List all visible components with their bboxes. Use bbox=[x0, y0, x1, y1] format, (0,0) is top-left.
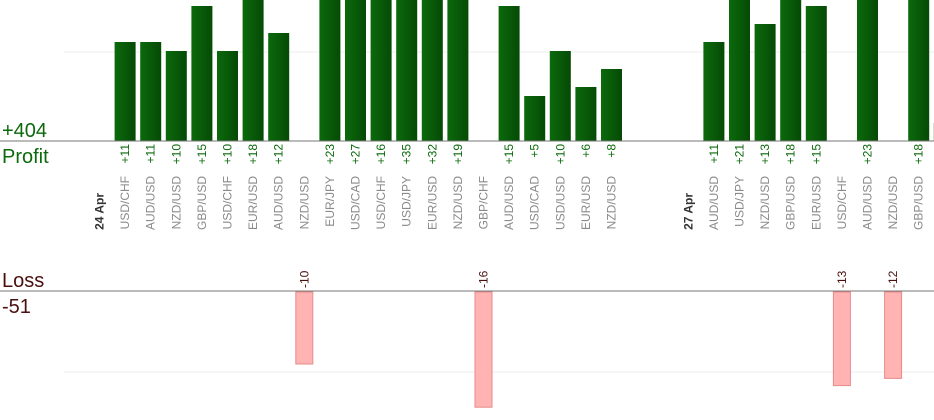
loss-bars bbox=[295, 291, 903, 408]
profit-bar bbox=[524, 96, 546, 141]
bar-value-label: +21 bbox=[733, 144, 747, 165]
bar-value-label: +10 bbox=[553, 144, 567, 165]
pair-label: NZD/USD bbox=[605, 176, 619, 230]
pair-label: USD/USD bbox=[553, 176, 567, 230]
profit-total: +404 bbox=[2, 120, 47, 142]
profit-bar bbox=[421, 0, 443, 141]
pair-label: AUD/USD bbox=[861, 176, 875, 230]
bar-value-label: +11 bbox=[118, 144, 132, 164]
pair-label: EUR/USD bbox=[246, 176, 260, 230]
bar-value-label: +12 bbox=[272, 144, 286, 165]
pair-label: NZD/USD bbox=[886, 176, 900, 230]
profit-bar bbox=[217, 51, 238, 141]
profit-bar bbox=[805, 6, 827, 141]
pair-label: USD/CHF bbox=[374, 176, 388, 229]
pair-label: AUD/USD bbox=[272, 176, 286, 230]
bar-value-label: +18 bbox=[784, 144, 798, 165]
bar-value-label: +18 bbox=[246, 144, 260, 165]
bar-value-label: +11 bbox=[707, 144, 721, 164]
date-label: 27 Apr bbox=[681, 193, 695, 230]
pair-label: AUD/USD bbox=[144, 176, 158, 230]
bar-value-label: +35 bbox=[400, 144, 414, 165]
loss-bar bbox=[295, 291, 314, 365]
bar-value-label: +15 bbox=[809, 144, 823, 165]
profit-bar bbox=[601, 69, 622, 141]
profit-bar bbox=[191, 6, 213, 141]
loss-bar bbox=[832, 291, 851, 387]
profit-bar bbox=[498, 6, 520, 141]
bar-value-label: +6 bbox=[579, 144, 593, 158]
profit-label: Profit bbox=[2, 146, 49, 168]
bar-value-label: +18 bbox=[912, 144, 926, 165]
profit-bar bbox=[908, 0, 930, 141]
profit-bar bbox=[396, 0, 418, 141]
profit-bar bbox=[857, 0, 878, 141]
pair-label: USD/CAD bbox=[349, 176, 363, 230]
loss-label: Loss bbox=[2, 270, 44, 292]
pair-label: USD/CHF bbox=[118, 176, 132, 229]
pair-label: NZD/USD bbox=[169, 176, 183, 230]
loss-bar bbox=[884, 291, 903, 379]
pair-label: AUD/USD bbox=[707, 176, 721, 230]
pair-label: GBP/USD bbox=[784, 176, 798, 230]
bar-value-label: +11 bbox=[144, 144, 158, 164]
pair-label: EUR/USD bbox=[809, 176, 823, 230]
loss-total: -51 bbox=[2, 296, 31, 318]
profit-bar bbox=[780, 0, 802, 141]
bar-value-label: +16 bbox=[374, 144, 388, 165]
bar-value-label: +19 bbox=[451, 144, 465, 165]
profit-bar bbox=[754, 24, 776, 141]
profit-bar bbox=[575, 87, 597, 141]
bar-value-label: +32 bbox=[425, 144, 439, 165]
bar-value-label: +5 bbox=[528, 144, 542, 158]
bar-value-label: +27 bbox=[349, 144, 363, 165]
profit-bar bbox=[242, 0, 264, 141]
pair-label: GBP/USD bbox=[195, 176, 209, 230]
profit-bar bbox=[345, 0, 366, 141]
pair-label: NZD/USD bbox=[758, 176, 772, 230]
bar-value-label: +15 bbox=[195, 144, 209, 165]
pair-label: EUR/JPY bbox=[323, 176, 337, 227]
bar-value-label: +8 bbox=[605, 144, 619, 158]
profit-bar bbox=[140, 42, 162, 141]
pair-label: USD/JPY bbox=[400, 176, 414, 227]
pair-label: USD/CAD bbox=[528, 176, 542, 230]
pair-label: EUR/USD bbox=[579, 176, 593, 230]
pair-label: USD/JPY bbox=[733, 176, 747, 227]
profit-bar bbox=[549, 51, 571, 141]
bar-value-label: +10 bbox=[169, 144, 183, 165]
bar-value-label: +15 bbox=[502, 144, 516, 165]
bar-value-labels: +11 +11 +10 +15 +10 +18 +12 -10 +23 +27 +16 +35 +32 +… bbox=[118, 144, 926, 288]
bar-value-label: +13 bbox=[758, 144, 772, 165]
bar-value-label: -10 bbox=[297, 270, 311, 288]
pair-label: GBP/USD bbox=[912, 176, 926, 230]
date-label: 24 Apr bbox=[93, 193, 107, 230]
profit-bar bbox=[268, 33, 290, 141]
pair-labels: USD/CHF AUD/USD NZD/USD GBP/USD USD/CHF EUR/U… bbox=[118, 176, 926, 230]
bar-value-label: +10 bbox=[221, 144, 235, 165]
profit-bar bbox=[447, 0, 469, 141]
pair-label: USD/CHF bbox=[835, 176, 849, 229]
pair-label: NZD/USD bbox=[297, 176, 311, 230]
bar-value-label: -12 bbox=[886, 270, 900, 288]
pair-label: USD/CHF bbox=[221, 176, 235, 229]
profit-bar bbox=[114, 42, 136, 141]
loss-bar bbox=[474, 291, 493, 408]
date-labels: 24 Apr 27 Apr bbox=[93, 193, 696, 230]
pair-label: GBP/CHF bbox=[477, 176, 491, 229]
pair-label: NZD/USD bbox=[451, 176, 465, 230]
profit-bar bbox=[370, 0, 392, 141]
profit-bar bbox=[319, 0, 341, 141]
bar-value-label: -16 bbox=[477, 270, 491, 288]
bar-value-label: +23 bbox=[323, 144, 337, 165]
profit-bars bbox=[114, 0, 934, 141]
pair-label: EUR/USD bbox=[425, 176, 439, 230]
bar-value-label: -13 bbox=[835, 270, 849, 288]
pair-label: AUD/USD bbox=[502, 176, 516, 230]
profit-bar bbox=[729, 0, 750, 141]
profit-bar bbox=[703, 42, 725, 141]
profit-bar bbox=[165, 51, 187, 141]
bar-value-label: +23 bbox=[861, 144, 875, 165]
